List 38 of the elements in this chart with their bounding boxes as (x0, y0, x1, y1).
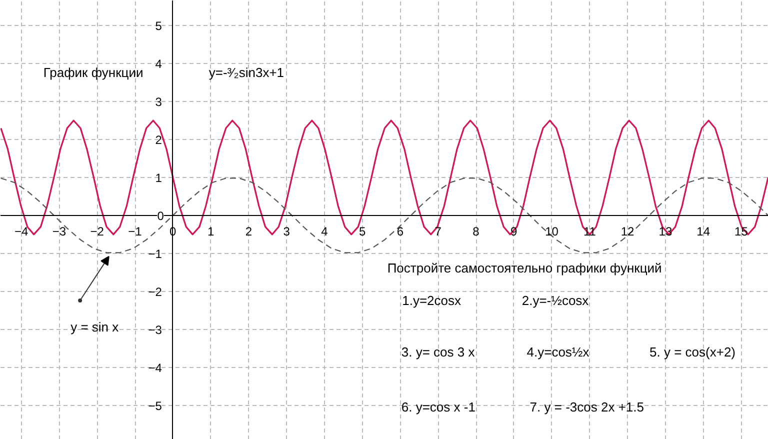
text: y=-³⁄₂sin3x+1 (208, 65, 284, 80)
annotation: 3. y= cos 3 x (401, 344, 476, 360)
x-tick-label: 1 (207, 224, 214, 238)
x-tick-label: 8 (472, 224, 480, 238)
y-tick-label: 3 (155, 95, 162, 110)
x-tick-label: 7 (434, 224, 442, 238)
x-tick-label: −1 (128, 224, 142, 238)
y-tick-label: −4 (148, 360, 162, 375)
annotation: 7. y = -3cos 2x +1.5 (530, 400, 644, 415)
line-series (0, 120, 768, 236)
x-tick-label: 14 (696, 224, 710, 238)
y-tick-label: 0 (157, 208, 164, 223)
y-tick-label: −3 (148, 322, 162, 337)
x-tick-label: 10 (545, 224, 559, 238)
x-tick-label: 2 (245, 224, 252, 238)
y-tick-label: −2 (148, 284, 162, 299)
annotation: 6. y=cos x -1 (401, 400, 476, 415)
annotation: Постройте самостоятельно графики функций (387, 260, 662, 276)
x-tick-label: 4 (321, 224, 328, 238)
annotation: 4.y=cos½x (526, 344, 590, 360)
y-tick-label: 5 (155, 19, 162, 34)
x-tick-label: −4 (14, 224, 29, 238)
y-tick-label: −1 (148, 246, 162, 261)
y-tick-label: −5 (148, 398, 162, 413)
y-tick-label: 2 (155, 132, 162, 147)
annotation: 2.y=-½cosx (522, 293, 590, 308)
annotation: y = sin x (70, 320, 120, 335)
x-tick-label: 3 (283, 224, 290, 238)
x-tick-label: 6 (396, 224, 404, 238)
annotation: 1.y=2cosx (402, 293, 462, 308)
x-tick-label: 12 (620, 224, 635, 238)
x-tick-label: −2 (90, 224, 104, 238)
annotation: 5. y = cos(x+2) (650, 344, 736, 360)
text: График функции (43, 65, 144, 80)
x-tick-label: −3 (52, 224, 66, 238)
x-tick-label: 5 (359, 224, 366, 238)
y-tick-label: 4 (155, 57, 162, 72)
y-tick-label: 1 (155, 170, 162, 185)
